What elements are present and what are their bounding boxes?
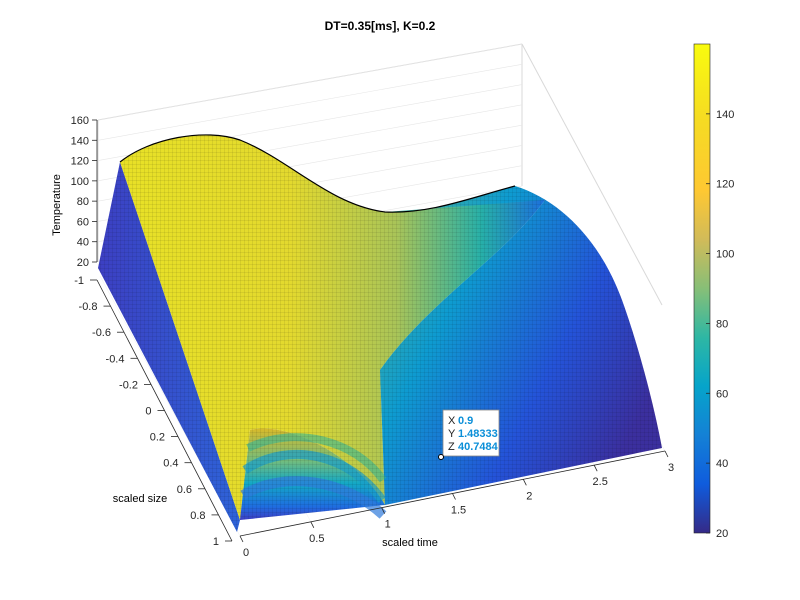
y-tick-label: 0.8 [190, 510, 205, 522]
y-tick-label: -0.4 [106, 353, 125, 365]
z-tick-label: 80 [77, 196, 89, 208]
y-tick-label: 1 [213, 536, 219, 548]
z-tick-label: 160 [71, 115, 89, 127]
colorbar-tick-label: 80 [716, 318, 728, 330]
z-tick-label: 120 [71, 156, 89, 168]
z-tick-label: 20 [77, 257, 89, 269]
colorbar-tick-label: 120 [716, 179, 734, 191]
x-tick-label: 1.5 [451, 505, 466, 517]
colorbar-tick-label: 100 [716, 249, 734, 261]
colorbar-tick-label: 60 [716, 388, 728, 400]
colorbar-tick-label: 20 [716, 528, 728, 540]
x-axis: 0 0.5 1 1.5 2 2.5 3 [239, 450, 674, 559]
datatip-x-value: 0.9 [458, 415, 473, 427]
x-axis-line [239, 450, 666, 537]
x-tick-mark [452, 493, 456, 500]
datatip-x-key: X [448, 415, 456, 427]
x-tick-label: 3 [668, 462, 674, 474]
x-tick-mark [381, 507, 386, 514]
x-tick-mark [239, 535, 244, 543]
datatip-box [442, 409, 500, 457]
chart-title: DT=0.35[ms], K=0.2 [325, 19, 436, 33]
y-axis-line [96, 279, 233, 542]
y-tick-label: 0.2 [150, 432, 165, 444]
y-tick-label: 0.6 [177, 484, 192, 496]
surface-mesh [120, 134, 662, 520]
right-top-edge [521, 43, 663, 306]
x-tick-label: 2 [526, 490, 532, 502]
z-gridline [97, 63, 523, 141]
x-tick-label: 2.5 [593, 476, 608, 488]
z-tick-label: 140 [71, 135, 89, 147]
z-tick-label: 100 [71, 176, 89, 188]
y-tick-label: 0 [145, 406, 151, 418]
datatip-z-value: 40.7484 [458, 441, 499, 453]
datatip-z-key: Z [448, 441, 455, 453]
z-gridline [97, 43, 523, 121]
y-tick-label: -0.8 [79, 301, 98, 313]
colorbar-tick-label: 40 [716, 458, 728, 470]
datatip-y-value: 1.48333 [458, 428, 498, 440]
surface-left-wall-mesh [98, 162, 240, 532]
x-tick-mark [664, 450, 669, 458]
y-axis: -1 -0.8 -0.6 -0.4 -0.2 0 0.2 0.4 0.6 0.8 1 [74, 275, 233, 548]
y-axis-label: scaled size [113, 493, 167, 505]
y-tick-label: 0.4 [163, 458, 178, 470]
y-tick-label: -1 [74, 275, 84, 287]
z-tick-label: 60 [77, 216, 89, 228]
x-tick-label: 0 [243, 547, 249, 559]
colorbar: 20 40 60 80 100 120 140 [693, 43, 734, 540]
datatip[interactable]: X 0.9 Y 1.48333 Z 40.7484 [438, 409, 500, 460]
datatip-marker[interactable] [438, 454, 444, 460]
surface-plot [98, 134, 662, 532]
x-tick-mark [593, 464, 598, 472]
colorbar-ticks: 20 40 60 80 100 120 140 [706, 109, 734, 540]
z-axis-label: Temperature [51, 174, 63, 236]
datatip-y-key: Y [448, 428, 456, 440]
z-axis: 20 40 60 80 100 120 140 160 [71, 115, 98, 269]
x-axis-label: scaled time [382, 537, 438, 549]
x-tick-mark [522, 479, 527, 486]
colorbar-bar [693, 43, 711, 534]
colorbar-tick-label: 140 [716, 109, 734, 121]
y-tick-label: -0.2 [119, 379, 138, 391]
x-tick-label: 1 [385, 519, 391, 531]
y-tick-label: -0.6 [92, 327, 111, 339]
z-tick-label: 40 [77, 237, 89, 249]
surface-top-edge [119, 134, 516, 213]
x-tick-label: 0.5 [309, 533, 324, 545]
x-tick-mark [310, 521, 315, 529]
